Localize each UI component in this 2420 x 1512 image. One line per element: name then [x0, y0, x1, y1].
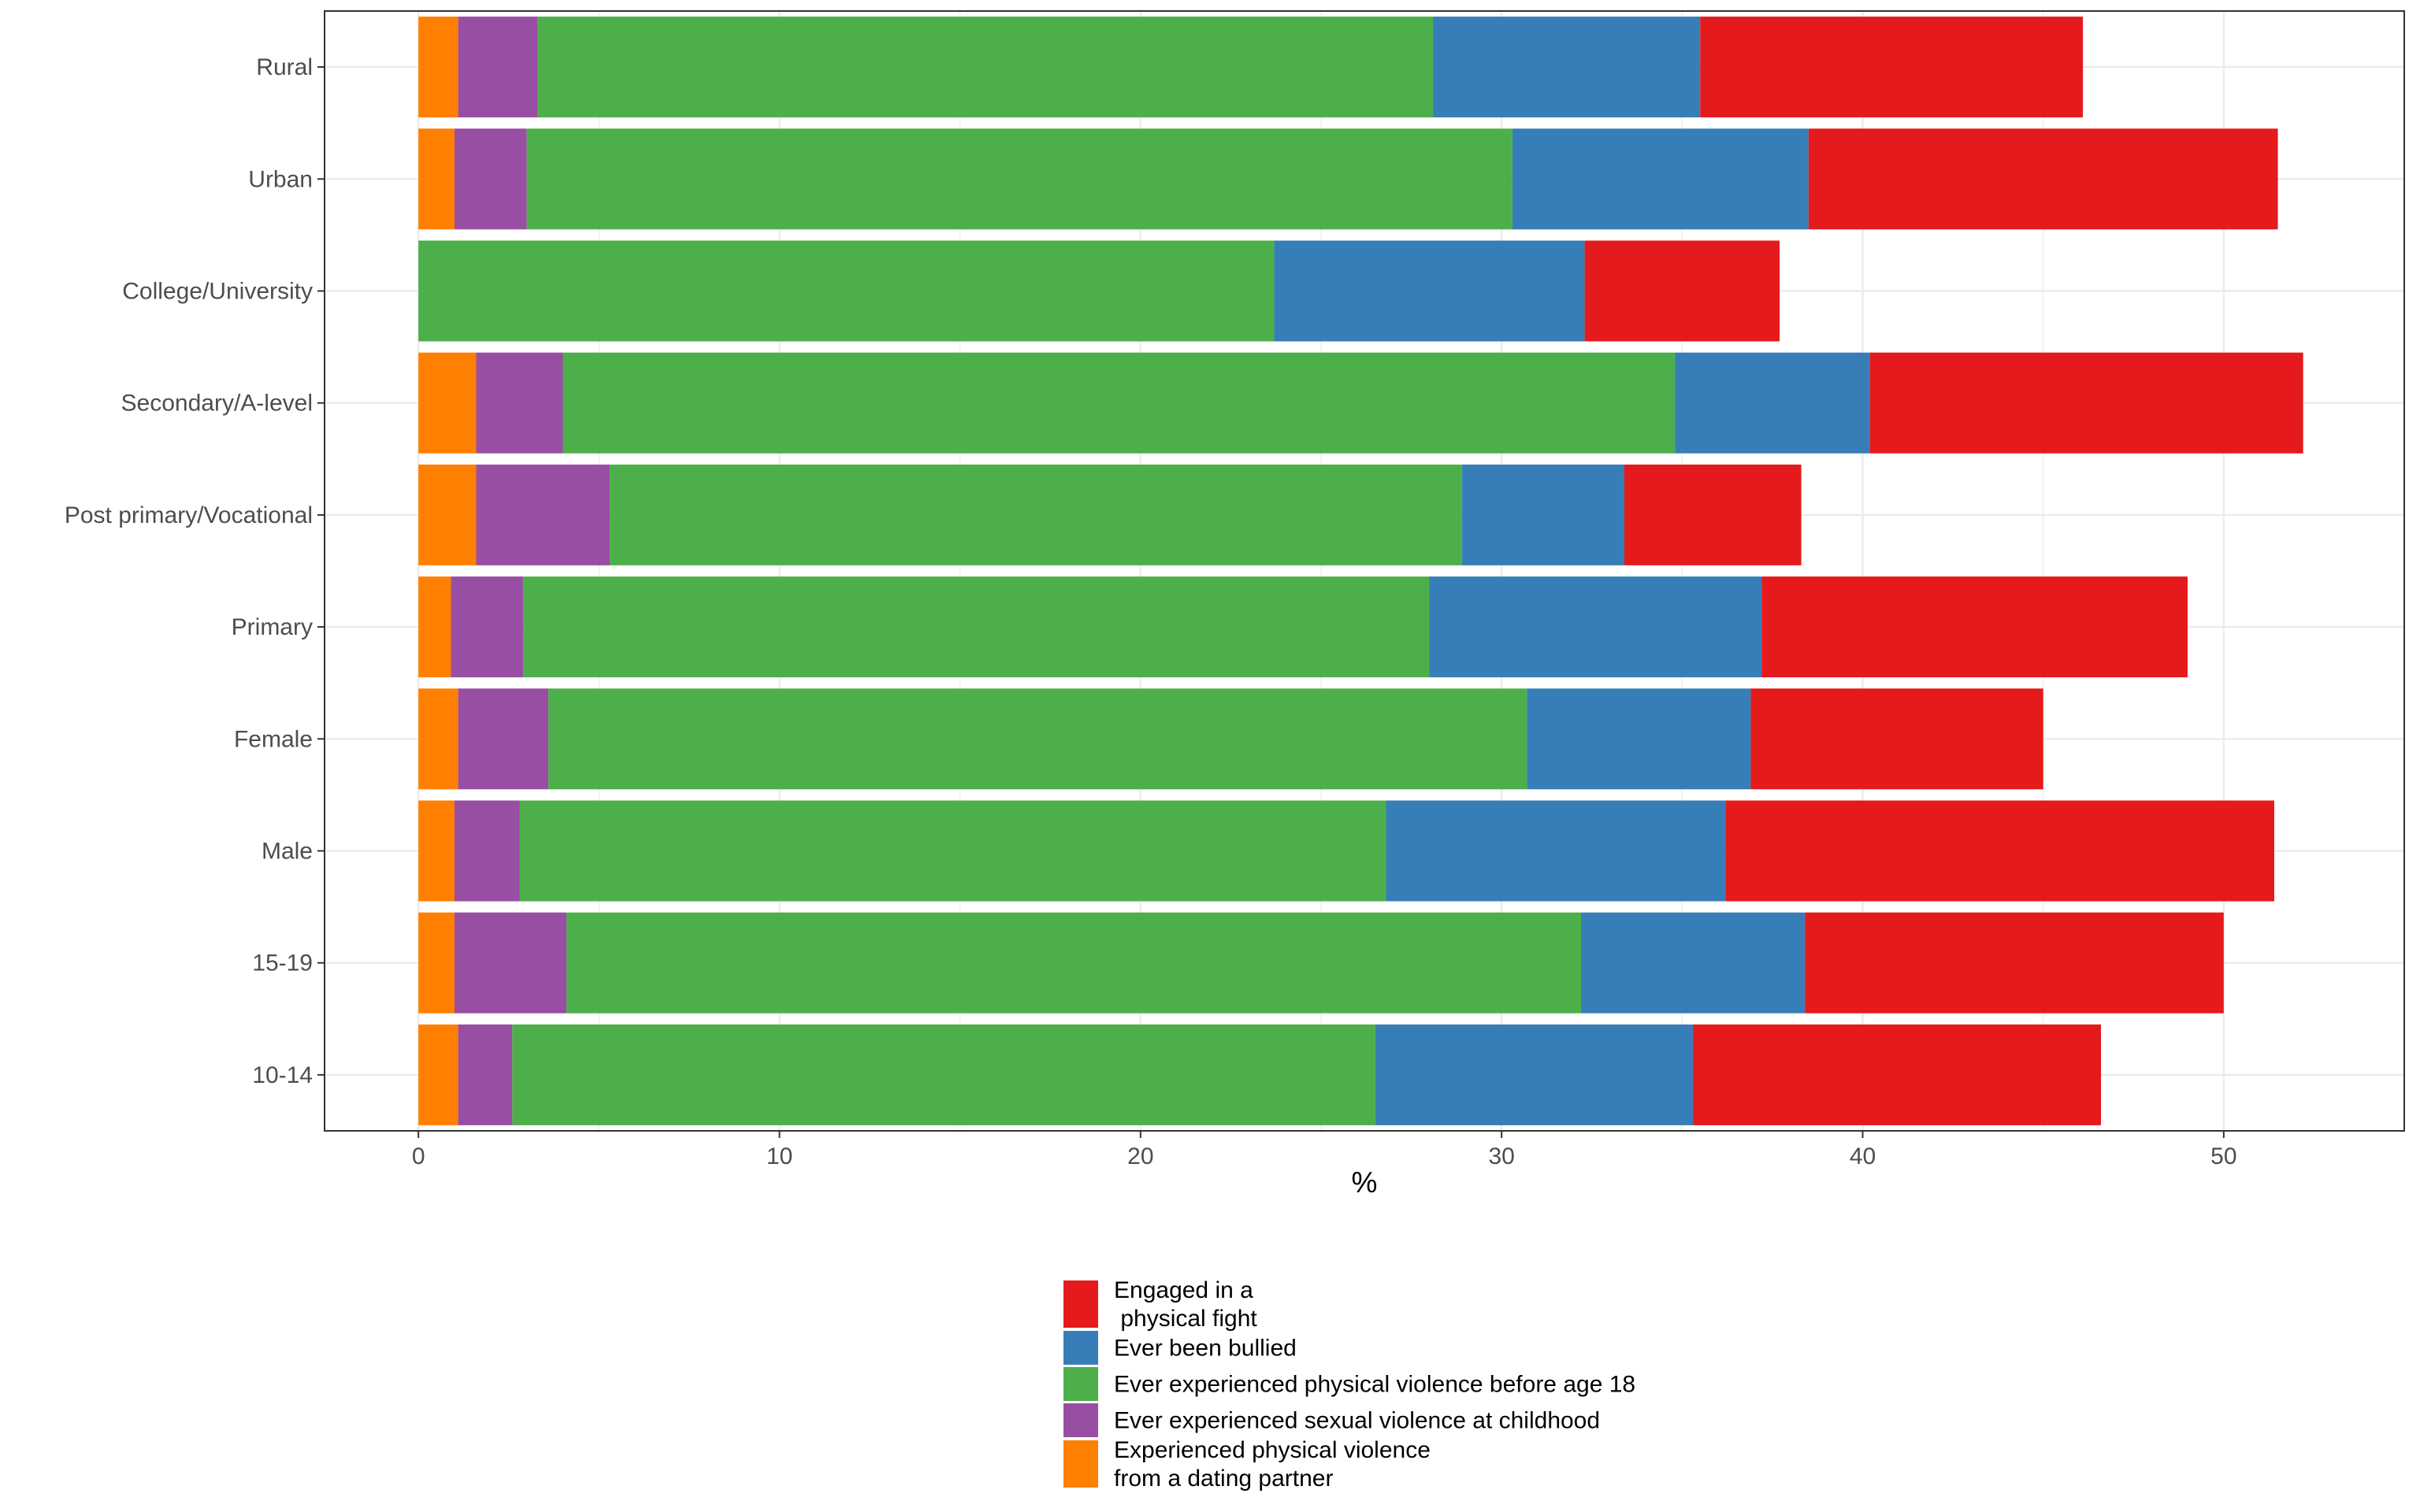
- bar-segment: [537, 17, 1434, 118]
- bar-segment: [1675, 352, 1870, 454]
- bar-segment: [451, 576, 524, 678]
- bar-segment: [476, 352, 563, 454]
- legend-label: Ever been bullied: [1114, 1336, 1297, 1362]
- x-tick-label: 30: [1488, 1143, 1514, 1169]
- bar-segment: [1429, 576, 1762, 678]
- bar-segment: [610, 464, 1462, 565]
- bar-segment: [566, 912, 1582, 1014]
- bar-segment: [1274, 240, 1585, 342]
- bar-segment: [418, 464, 477, 565]
- legend-label: Experienced physical violence from a dati…: [1114, 1437, 1431, 1492]
- legend-key: [1063, 1367, 1098, 1401]
- y-tick-label: 15-19: [252, 951, 313, 976]
- bar-segment: [458, 17, 538, 118]
- bar-segment: [1693, 1024, 2101, 1125]
- bar-segment: [562, 352, 1676, 454]
- legend-label: Ever experienced physical violence befor…: [1114, 1372, 1635, 1398]
- x-tick-label: 0: [412, 1143, 425, 1169]
- legend-key: [1063, 1403, 1098, 1437]
- bar-segment: [458, 1024, 513, 1125]
- bar-segment: [523, 576, 1430, 678]
- bar-segment: [1527, 688, 1751, 790]
- bar-segment: [418, 912, 455, 1014]
- bar-segment: [1375, 1024, 1694, 1125]
- x-tick-label: 50: [2210, 1143, 2236, 1169]
- legend-key: [1063, 1331, 1098, 1365]
- bar-segment: [1581, 912, 1806, 1014]
- bar-segment: [418, 1024, 458, 1125]
- bar-segment: [1761, 576, 2188, 678]
- bar-segment: [1624, 464, 1802, 565]
- legend-label: Ever experienced sexual violence at chil…: [1114, 1408, 1600, 1434]
- bar-segment: [455, 128, 527, 230]
- y-tick-label: College/University: [122, 279, 313, 305]
- bar-segment: [1386, 800, 1726, 902]
- bar-segment: [455, 912, 567, 1014]
- bar-segment: [418, 240, 1275, 342]
- bar-segment: [418, 576, 451, 678]
- y-tick-label: Secondary/A-level: [121, 391, 313, 417]
- bar-segment: [476, 464, 611, 565]
- y-tick-label: Rural: [256, 54, 313, 80]
- y-tick-label: Male: [262, 839, 313, 865]
- bar-segment: [418, 800, 455, 902]
- bar-segment: [418, 352, 477, 454]
- bar-segment: [458, 688, 549, 790]
- bar-segment: [1808, 128, 2278, 230]
- y-tick-label: Primary: [232, 614, 313, 640]
- bars-group: [418, 17, 2303, 1125]
- bar-segment: [418, 128, 455, 230]
- bar-segment: [519, 800, 1386, 902]
- legend: Engaged in a physical fight Ever been bul…: [1063, 1277, 1635, 1492]
- bar-segment: [548, 688, 1527, 790]
- y-tick-label: Post primary/Vocational: [65, 502, 313, 528]
- bar-segment: [418, 17, 458, 118]
- x-tick-label: 10: [766, 1143, 792, 1169]
- bar-segment: [455, 800, 520, 902]
- legend-label: Engaged in a physical fight: [1114, 1277, 1257, 1332]
- bar-segment: [1584, 240, 1780, 342]
- x-tick-label: 20: [1127, 1143, 1153, 1169]
- y-tick-label: Urban: [248, 166, 313, 192]
- legend-key: [1063, 1280, 1098, 1328]
- legend-key: [1063, 1440, 1098, 1488]
- bar-segment: [1725, 800, 2274, 902]
- y-tick-label: Female: [234, 726, 313, 752]
- x-axis-title: %: [1352, 1166, 1378, 1199]
- bar-segment: [1433, 17, 1701, 118]
- bar-segment: [418, 688, 458, 790]
- bar-segment: [1700, 17, 2084, 118]
- bar-segment: [526, 128, 1512, 230]
- x-axis: 0 10 20 30 40 50: [412, 1131, 2237, 1169]
- bar-segment: [1869, 352, 2303, 454]
- bar-segment: [1512, 128, 1809, 230]
- panel-border: [324, 10, 2405, 1132]
- y-axis: Rural Urban College/University Secondary/A-…: [65, 54, 325, 1088]
- x-tick-label: 40: [1850, 1143, 1876, 1169]
- y-tick-label: 10-14: [252, 1062, 313, 1088]
- bar-segment: [1805, 912, 2224, 1014]
- bar-segment: [512, 1024, 1375, 1125]
- bar-segment: [1750, 688, 2043, 790]
- bar-segment: [1461, 464, 1624, 565]
